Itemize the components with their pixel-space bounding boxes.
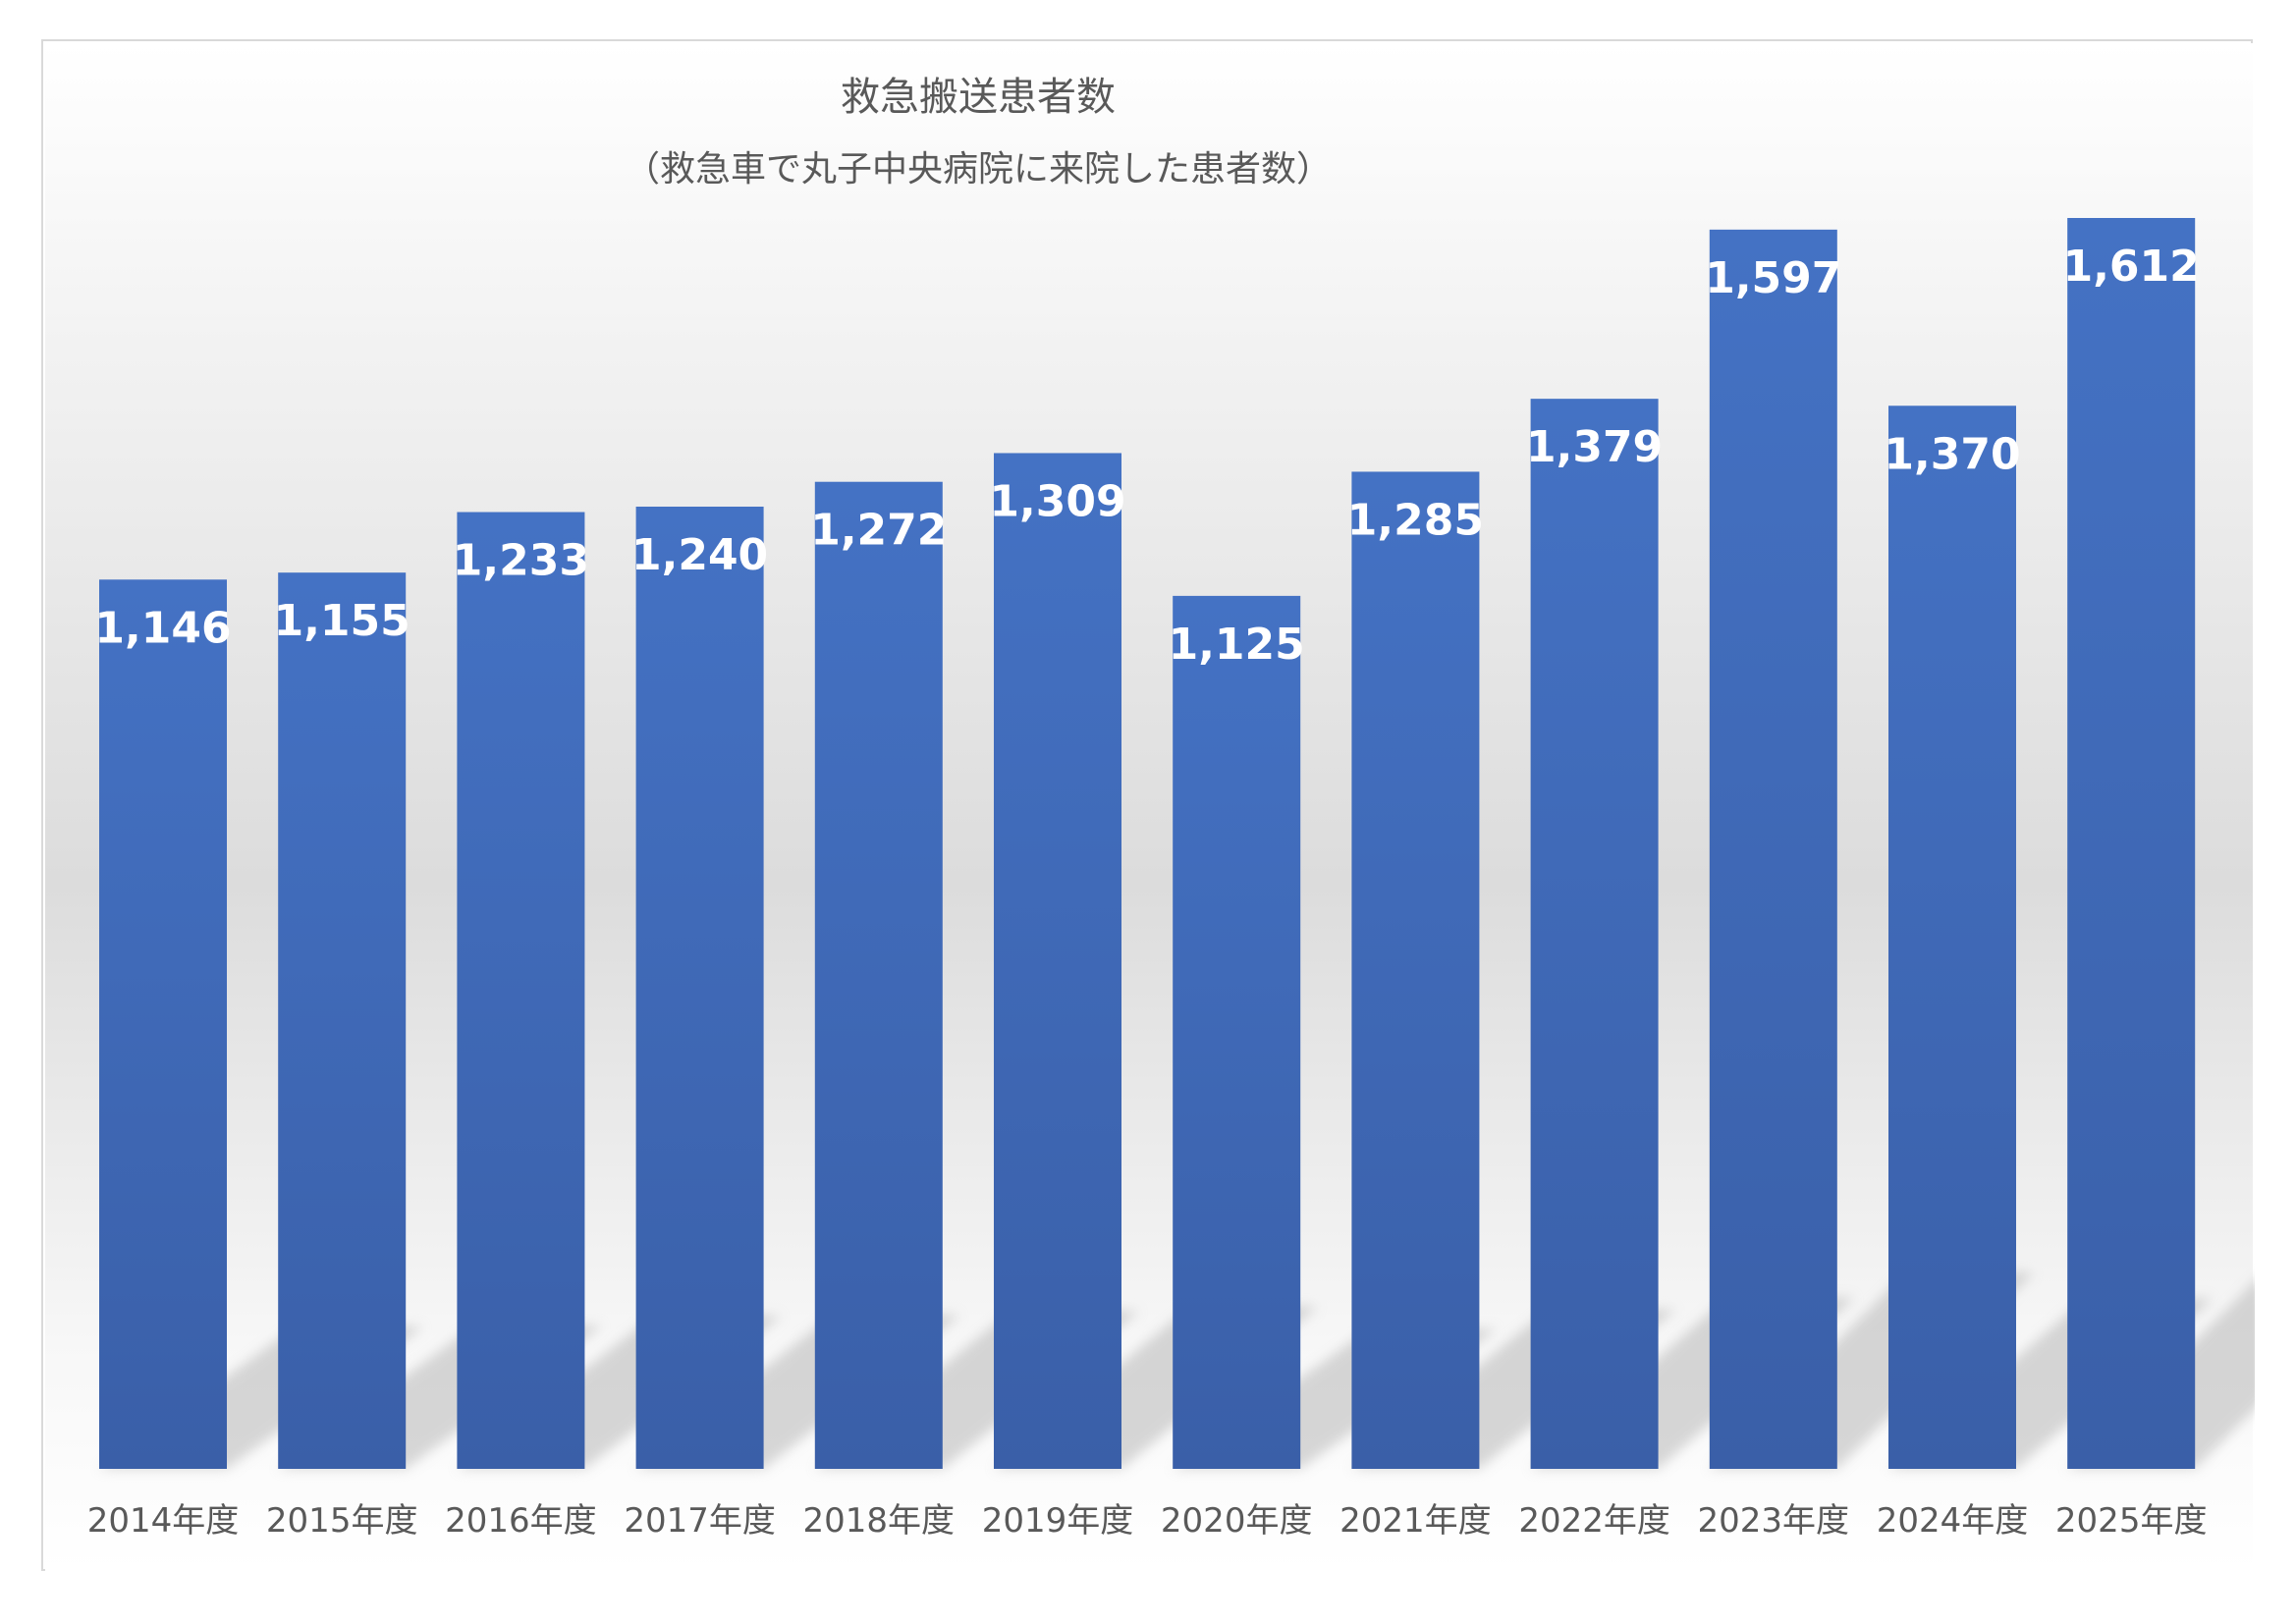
chart-svg: 救急搬送患者数 （救急車で丸子中央病院に来院した患者数） 1,146 1,1551… <box>45 43 2255 1571</box>
x-tick-label: 2018年度 <box>803 1501 956 1541</box>
data-label: 1,272 <box>810 506 947 556</box>
data-label: 1,379 <box>1526 422 1663 472</box>
data-label: 1,240 <box>631 530 768 580</box>
x-tick-label: 2015年度 <box>266 1501 418 1541</box>
x-tick-label: 2017年度 <box>624 1501 776 1541</box>
bar-2015年度 <box>278 572 407 1469</box>
bars-group <box>99 218 2196 1470</box>
bar-2019年度 <box>994 453 1121 1469</box>
data-label: 1,285 <box>1347 495 1484 545</box>
bar-2022年度 <box>1530 399 1659 1470</box>
data-label: 1,612 <box>2063 242 2200 292</box>
bar-2023年度 <box>1709 229 1837 1469</box>
x-tick-label: 2024年度 <box>1877 1501 2029 1541</box>
x-axis-labels: 2014年度 2015年度 2016年度 2017年度 2018年度 2019年度 2020… <box>87 1501 2208 1541</box>
data-label: 1,597 <box>1705 253 1841 303</box>
bar-2014年度 <box>99 579 227 1469</box>
x-tick-label: 2016年度 <box>445 1501 597 1541</box>
x-tick-label: 2019年度 <box>982 1501 1134 1541</box>
data-label: 1,125 <box>1169 620 1305 670</box>
data-labels-group: 1,146 1,155 1,233 1,240 1,272 1,309 1,125 1,285… <box>94 242 2199 670</box>
bar-2020年度 <box>1173 595 1301 1469</box>
bar-2017年度 <box>635 507 764 1469</box>
x-tick-label: 2020年度 <box>1161 1501 1313 1541</box>
chart-title: 救急搬送患者数 <box>841 75 1116 120</box>
chart-subtitle: （救急車で丸子中央病院に来院した患者数） <box>625 149 1332 189</box>
x-tick-label: 2022年度 <box>1518 1501 1670 1541</box>
data-label: 1,233 <box>453 536 589 586</box>
chart-frame: 救急搬送患者数 （救急車で丸子中央病院に来院した患者数） 1,146 1,155 1… <box>41 39 2255 1571</box>
bar-2016年度 <box>457 512 585 1469</box>
bar-2024年度 <box>1888 406 2016 1469</box>
x-tick-label: 2025年度 <box>2055 1501 2208 1541</box>
data-label: 1,155 <box>274 596 410 646</box>
bar-2025年度 <box>2067 218 2196 1469</box>
bar-2018年度 <box>814 481 943 1469</box>
data-label: 1,146 <box>94 603 231 653</box>
bar-2021年度 <box>1351 471 1480 1469</box>
x-tick-label: 2021年度 <box>1339 1501 1492 1541</box>
x-tick-label: 2014年度 <box>87 1501 240 1541</box>
data-label: 1,370 <box>1884 429 2020 479</box>
x-tick-label: 2023年度 <box>1698 1501 1850 1541</box>
data-label: 1,309 <box>989 476 1125 526</box>
